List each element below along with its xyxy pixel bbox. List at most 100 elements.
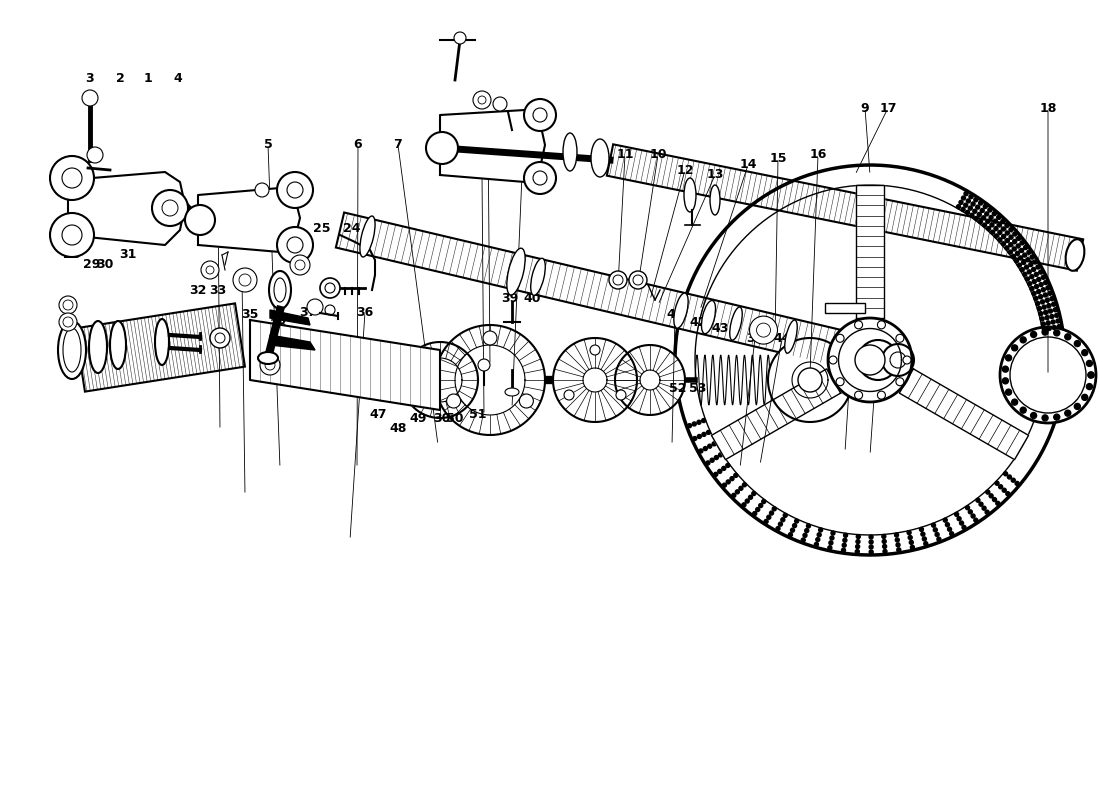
Circle shape [493,97,507,111]
Circle shape [986,510,989,514]
Circle shape [1049,297,1054,301]
Circle shape [957,517,961,521]
Circle shape [817,533,822,537]
Circle shape [970,214,974,218]
Ellipse shape [729,307,743,340]
Ellipse shape [155,319,169,365]
Circle shape [843,538,847,542]
Circle shape [982,223,987,227]
Text: 6: 6 [354,138,362,151]
Circle shape [1001,219,1005,223]
Polygon shape [434,325,544,435]
Circle shape [1081,394,1088,400]
Text: 11: 11 [616,149,634,162]
Circle shape [945,522,949,526]
Circle shape [1041,300,1045,304]
Circle shape [1026,258,1030,262]
Circle shape [1032,291,1036,295]
Text: 13: 13 [706,169,724,182]
Text: 25: 25 [314,222,331,234]
Circle shape [998,230,1002,234]
Circle shape [982,506,986,510]
Text: 34: 34 [233,271,251,285]
Text: 10: 10 [649,149,667,162]
Bar [825,303,865,313]
Circle shape [152,190,188,226]
Circle shape [1075,341,1080,346]
Circle shape [1023,253,1026,257]
Circle shape [855,345,886,375]
Circle shape [999,485,1002,489]
Circle shape [277,227,313,263]
Circle shape [1011,478,1015,482]
Circle shape [878,321,886,329]
Text: 30: 30 [433,411,451,425]
Text: 41: 41 [667,309,684,322]
Circle shape [752,511,757,515]
Circle shape [964,203,968,207]
Text: 31: 31 [119,249,136,262]
Circle shape [983,205,988,209]
Circle shape [1034,273,1038,277]
Circle shape [1042,275,1045,279]
Text: 14: 14 [739,158,757,171]
Circle shape [1046,286,1049,290]
Circle shape [858,340,898,380]
Text: 12: 12 [676,163,694,177]
Circle shape [997,215,1001,219]
Circle shape [844,534,848,538]
Circle shape [751,491,756,495]
Circle shape [989,215,993,219]
Ellipse shape [1066,239,1085,270]
Circle shape [1042,288,1045,292]
Circle shape [1005,238,1010,242]
Ellipse shape [58,321,86,379]
Text: 33: 33 [209,283,227,297]
Ellipse shape [270,271,292,309]
Circle shape [1032,267,1035,271]
Circle shape [1055,314,1058,318]
Circle shape [911,546,914,550]
Circle shape [805,529,808,533]
Circle shape [748,495,752,499]
Circle shape [806,524,811,528]
Circle shape [590,345,600,355]
Ellipse shape [784,320,798,353]
Circle shape [478,359,490,371]
Circle shape [759,503,762,507]
Text: 29: 29 [84,258,101,271]
Circle shape [989,494,993,498]
Ellipse shape [89,321,107,373]
Text: 30: 30 [97,258,113,271]
Circle shape [1001,242,1005,246]
Circle shape [966,506,969,510]
Circle shape [1042,322,1045,326]
Text: 16: 16 [810,149,827,162]
Circle shape [968,510,972,514]
Circle shape [255,183,270,197]
Circle shape [260,355,280,375]
Circle shape [1019,256,1023,260]
Circle shape [1014,258,1019,262]
Circle shape [920,527,923,531]
Text: 43: 43 [712,322,728,334]
Text: 20: 20 [136,209,154,222]
Circle shape [1088,372,1094,378]
Text: 52: 52 [669,382,686,394]
Circle shape [1020,249,1024,253]
Circle shape [1011,254,1015,258]
Ellipse shape [684,178,696,212]
Circle shape [1005,223,1009,227]
Circle shape [1005,246,1009,250]
Circle shape [794,519,799,523]
Polygon shape [336,213,894,378]
Circle shape [736,490,739,494]
Circle shape [971,202,975,206]
Circle shape [1001,227,1005,231]
Circle shape [756,507,760,511]
Circle shape [921,532,925,536]
Circle shape [986,490,990,494]
Circle shape [1009,250,1012,254]
Text: 38: 38 [270,318,287,331]
Polygon shape [856,185,884,318]
